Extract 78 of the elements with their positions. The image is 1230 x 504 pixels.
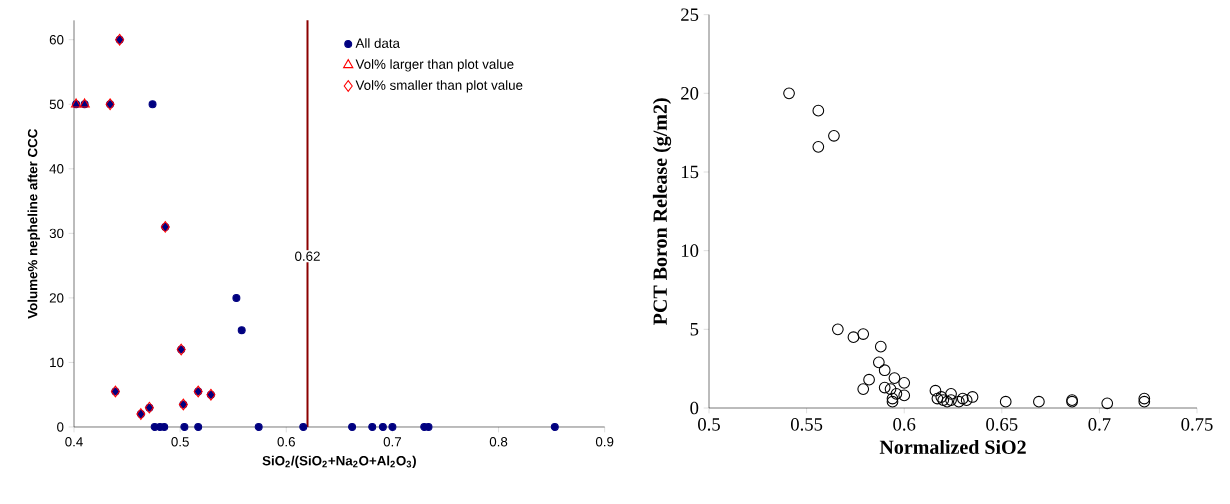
text: SiO$_{2}$/(SiO$_{2}$+Na$_{2}$O+Al$_{2}$O$_{3}$)	[262, 455, 416, 469]
point	[878, 381, 891, 394]
x-tick-label: 0.7	[1088, 418, 1111, 431]
point	[884, 383, 897, 395]
point	[898, 389, 911, 402]
ref-line-label: 0.62	[295, 251, 320, 261]
point	[831, 323, 844, 336]
point	[550, 422, 559, 432]
point	[828, 129, 840, 142]
point	[966, 391, 979, 403]
point	[960, 394, 973, 407]
x-tick-label: 0.5	[698, 418, 720, 431]
point	[180, 422, 189, 432]
point	[378, 422, 387, 432]
y-tick-label: 25	[681, 8, 699, 21]
y-axis-title: PCT Boron Release (g/m2)	[652, 98, 672, 325]
x-tick-label: 0.4	[65, 437, 83, 447]
y-tick-label: 10	[50, 357, 64, 368]
x-tick-label: 0.6	[277, 437, 295, 447]
point	[898, 376, 911, 389]
point	[941, 395, 954, 408]
point	[937, 394, 950, 407]
point	[232, 293, 241, 302]
y-tick-label: 40	[49, 164, 64, 174]
point	[945, 387, 957, 400]
point	[888, 372, 901, 384]
point	[999, 395, 1012, 408]
x-tick-label: 0.9	[595, 437, 614, 447]
y-axis-title: Volume% nepheline after CCC	[27, 128, 40, 319]
point	[194, 422, 203, 432]
y-tick-label: 20	[49, 293, 64, 303]
point	[783, 87, 795, 100]
point	[160, 422, 169, 432]
y-tick-label: 60	[49, 34, 64, 45]
y-tick-label: 50	[49, 99, 64, 109]
y-tick-label: 5	[690, 323, 699, 336]
point	[237, 326, 246, 335]
x-tick-label: 0.55	[790, 418, 823, 431]
point	[299, 422, 308, 432]
point	[812, 104, 825, 117]
point	[368, 422, 377, 432]
point	[812, 140, 825, 153]
y-tick-label: 10	[681, 244, 699, 257]
point	[847, 331, 860, 344]
y-tick-label: 0	[57, 422, 64, 432]
point	[857, 328, 870, 340]
point	[952, 395, 965, 408]
point	[348, 422, 357, 432]
point	[945, 394, 957, 407]
x-tick-label: 0.6	[893, 418, 916, 431]
x-tick-label: 0.8	[489, 437, 508, 447]
point	[254, 422, 263, 432]
x-tick-label: 0.5	[171, 437, 189, 447]
legend-label: Vol% smaller than plot value	[355, 80, 523, 93]
point	[1033, 395, 1045, 408]
x-tick-label: 0.65	[986, 418, 1018, 431]
point	[874, 340, 887, 353]
point	[931, 392, 944, 405]
point	[878, 364, 891, 377]
x-tick-label: 0.75	[1181, 418, 1213, 431]
point	[890, 387, 903, 400]
point	[148, 100, 157, 109]
point	[857, 383, 870, 395]
y-tick-label: 30	[49, 228, 64, 239]
point	[863, 373, 875, 386]
y-tick-label: 20	[681, 87, 699, 100]
legend-label: Vol% larger than plot value	[355, 59, 514, 72]
point	[956, 392, 969, 405]
point	[929, 384, 942, 397]
point	[935, 391, 948, 403]
legend-label: All data	[355, 38, 400, 48]
x-tick-label: 0.7	[383, 437, 402, 447]
y-tick-label: 15	[681, 165, 699, 179]
y-tick-label: 0	[690, 401, 699, 415]
point	[1101, 397, 1114, 410]
point	[872, 356, 885, 369]
x-axis-title: Normalized SiO2	[879, 439, 1026, 454]
point	[388, 422, 397, 432]
